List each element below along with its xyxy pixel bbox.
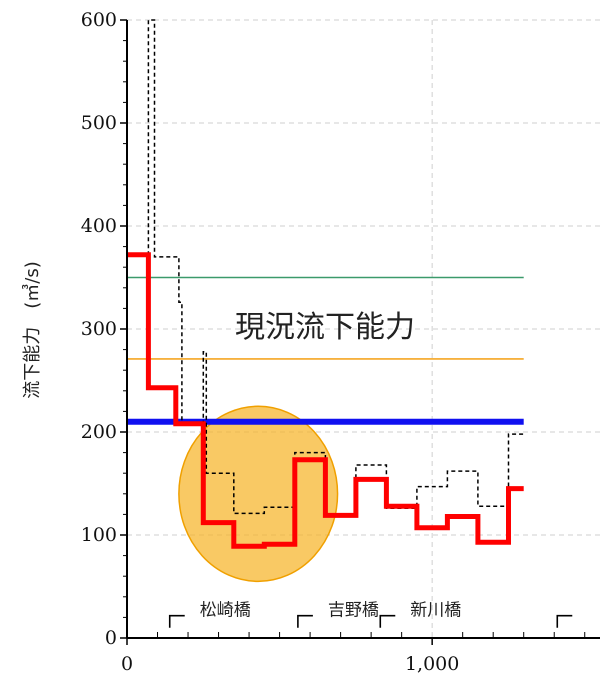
x-tick-label: 0 — [121, 653, 133, 675]
gridlines — [127, 19, 600, 638]
series-layer — [127, 19, 524, 549]
bridge-marker — [379, 614, 396, 628]
series-line-1 — [127, 19, 524, 516]
bridge-marker — [297, 614, 313, 628]
current-capacity-annotation: 現況流下能力 — [235, 310, 415, 345]
x-tick-label: 1,000 — [405, 653, 459, 675]
series-line-0 — [127, 252, 524, 549]
bridge-label: 松崎橋 — [200, 601, 251, 621]
highlight-layer — [178, 405, 339, 583]
y-tick-label: 500 — [81, 112, 117, 134]
y-tick-label: 300 — [81, 318, 117, 340]
bridge-marker — [168, 614, 185, 628]
bridge-label: 新川橋 — [410, 601, 461, 621]
bridge-markers: 松崎橋 吉野橋 新川橋 — [168, 601, 573, 628]
y-tick-label: 100 — [81, 524, 117, 546]
y-tick-label: 400 — [81, 215, 117, 237]
y-tick-label: 600 — [81, 9, 117, 31]
highlight-circle — [178, 405, 339, 583]
y-tick-label: 0 — [105, 627, 117, 649]
bridge-marker — [556, 614, 573, 628]
axes: 0 100 200 300 400 500 600 0 1,000 — [81, 9, 600, 675]
y-axis-label: 流下能力 (㎥/s) — [22, 261, 43, 399]
y-tick-label: 200 — [81, 421, 117, 443]
bridge-label: 吉野橋 — [328, 601, 379, 621]
